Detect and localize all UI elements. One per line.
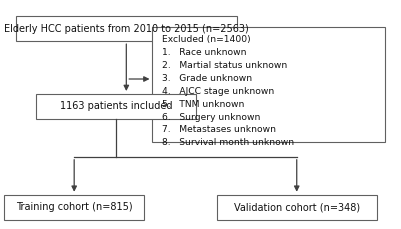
FancyBboxPatch shape <box>36 94 196 119</box>
FancyBboxPatch shape <box>152 27 385 142</box>
Text: Elderly HCC patients from 2010 to 2015 (n=2563): Elderly HCC patients from 2010 to 2015 (… <box>4 24 249 34</box>
FancyBboxPatch shape <box>4 195 144 220</box>
FancyBboxPatch shape <box>16 16 237 41</box>
Text: Excluded (n=1400)
1.   Race unknown
2.   Martial status unknown
3.   Grade unkno: Excluded (n=1400) 1. Race unknown 2. Mar… <box>162 35 294 147</box>
Text: Training cohort (n=815): Training cohort (n=815) <box>16 202 132 212</box>
Text: 1163 patients included: 1163 patients included <box>60 101 172 112</box>
Text: Validation cohort (n=348): Validation cohort (n=348) <box>234 202 360 212</box>
FancyBboxPatch shape <box>217 195 377 220</box>
